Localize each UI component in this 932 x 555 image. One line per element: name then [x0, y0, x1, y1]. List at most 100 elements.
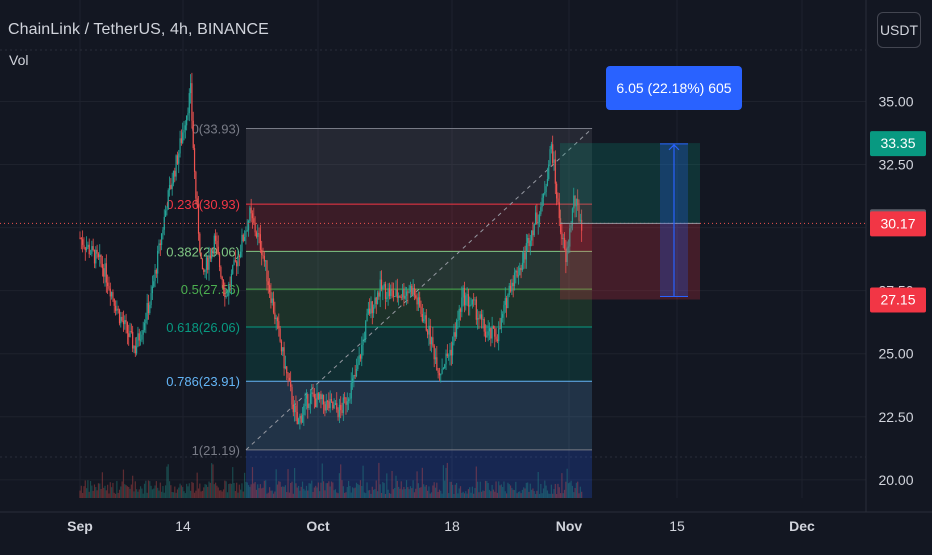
volume-bar — [388, 493, 391, 498]
volume-bar — [247, 485, 250, 498]
candle-body — [151, 286, 154, 294]
volume-bar — [566, 468, 568, 498]
volume-bar — [382, 482, 384, 498]
volume-bar — [324, 490, 326, 498]
candle-body — [513, 272, 516, 287]
candle-body — [490, 328, 492, 339]
volume-bar — [232, 467, 234, 498]
candle-body — [442, 368, 444, 370]
candle-body — [346, 401, 348, 405]
long-position — [0, 143, 866, 300]
candle-body — [174, 170, 176, 177]
volume-bar — [537, 471, 539, 498]
candle-body — [316, 393, 318, 408]
volume-bar — [378, 462, 380, 498]
candle-body — [432, 337, 434, 346]
candle-body — [186, 115, 188, 126]
volume-bar — [187, 486, 189, 498]
candle-body — [519, 267, 521, 276]
volume-bar — [104, 485, 106, 498]
volume-bar — [270, 490, 272, 498]
candle-body — [494, 328, 496, 337]
candle-body — [301, 414, 304, 423]
candle-body — [247, 220, 250, 231]
volume-bar — [348, 480, 350, 498]
candle-body — [541, 197, 543, 208]
volume-bar — [403, 486, 405, 498]
volume-bar — [440, 490, 442, 498]
candle-body — [566, 247, 568, 263]
symbol-title[interactable]: ChainLink / TetherUS, 4h, BINANCE — [8, 21, 269, 38]
candle-body — [487, 331, 489, 336]
volume-bar — [307, 490, 309, 498]
volume-bar — [275, 469, 277, 498]
candle-body — [141, 334, 143, 340]
volume-bar — [338, 473, 340, 498]
volume-bar — [190, 490, 192, 498]
candle-body — [154, 269, 156, 282]
candle-body — [124, 320, 126, 325]
candle-body — [91, 246, 93, 254]
candle-body — [395, 289, 397, 297]
volume-bar — [540, 483, 542, 498]
candle-body — [225, 295, 227, 298]
candle-body — [428, 325, 430, 335]
candle-body — [267, 281, 269, 286]
volume-bar — [255, 489, 258, 498]
candle-body — [184, 125, 186, 130]
time-tick-label: 18 — [444, 518, 460, 534]
volume-bar — [483, 490, 485, 498]
volume-bar — [208, 481, 210, 498]
volume-bar — [538, 493, 541, 498]
volume-bar — [213, 484, 215, 498]
candle-body — [164, 210, 167, 217]
volume-bar — [463, 493, 466, 498]
volume-bar — [513, 490, 516, 498]
candle-body — [379, 279, 381, 297]
candle-body — [449, 349, 451, 356]
volume-bar — [153, 488, 155, 498]
candle-body — [398, 295, 400, 299]
candle-body — [338, 404, 340, 418]
volume-indicator-label[interactable]: Vol — [9, 52, 29, 68]
volume-bar — [284, 485, 286, 498]
volume-bar — [122, 469, 125, 498]
candle-body — [315, 398, 317, 408]
candle-body — [133, 345, 135, 349]
volume-bar — [141, 488, 143, 498]
volume-bar — [357, 483, 359, 498]
candle-body — [434, 357, 437, 360]
candle-body — [550, 144, 552, 150]
grid-lines — [0, 0, 866, 498]
candle-body — [574, 195, 576, 207]
candle-body — [508, 285, 510, 295]
candle-body — [253, 218, 255, 223]
volume-bar — [379, 484, 381, 498]
volume-bar — [517, 491, 520, 498]
candle-body — [538, 214, 541, 223]
volume-bar — [263, 480, 265, 498]
volume-bar — [278, 481, 280, 498]
volume-bar — [304, 490, 306, 498]
volume-bar — [315, 485, 317, 498]
volume-bar — [436, 482, 438, 498]
volume-bar — [492, 489, 495, 498]
currency-button[interactable]: USDT — [877, 12, 921, 48]
volume-bar — [179, 483, 181, 498]
volume-bar — [424, 486, 426, 498]
candle-body — [556, 183, 558, 199]
candle-body — [388, 288, 391, 297]
candle-body — [332, 401, 334, 409]
volume-bar — [523, 487, 525, 498]
candle-body — [136, 346, 138, 354]
candle-body — [229, 284, 231, 285]
candle-body — [276, 317, 279, 322]
candle-body — [283, 347, 285, 369]
volume-bar — [471, 486, 473, 498]
volume-bar — [334, 489, 337, 498]
candle-body — [122, 320, 125, 325]
candle-body — [516, 270, 518, 277]
candle-body — [275, 317, 277, 320]
